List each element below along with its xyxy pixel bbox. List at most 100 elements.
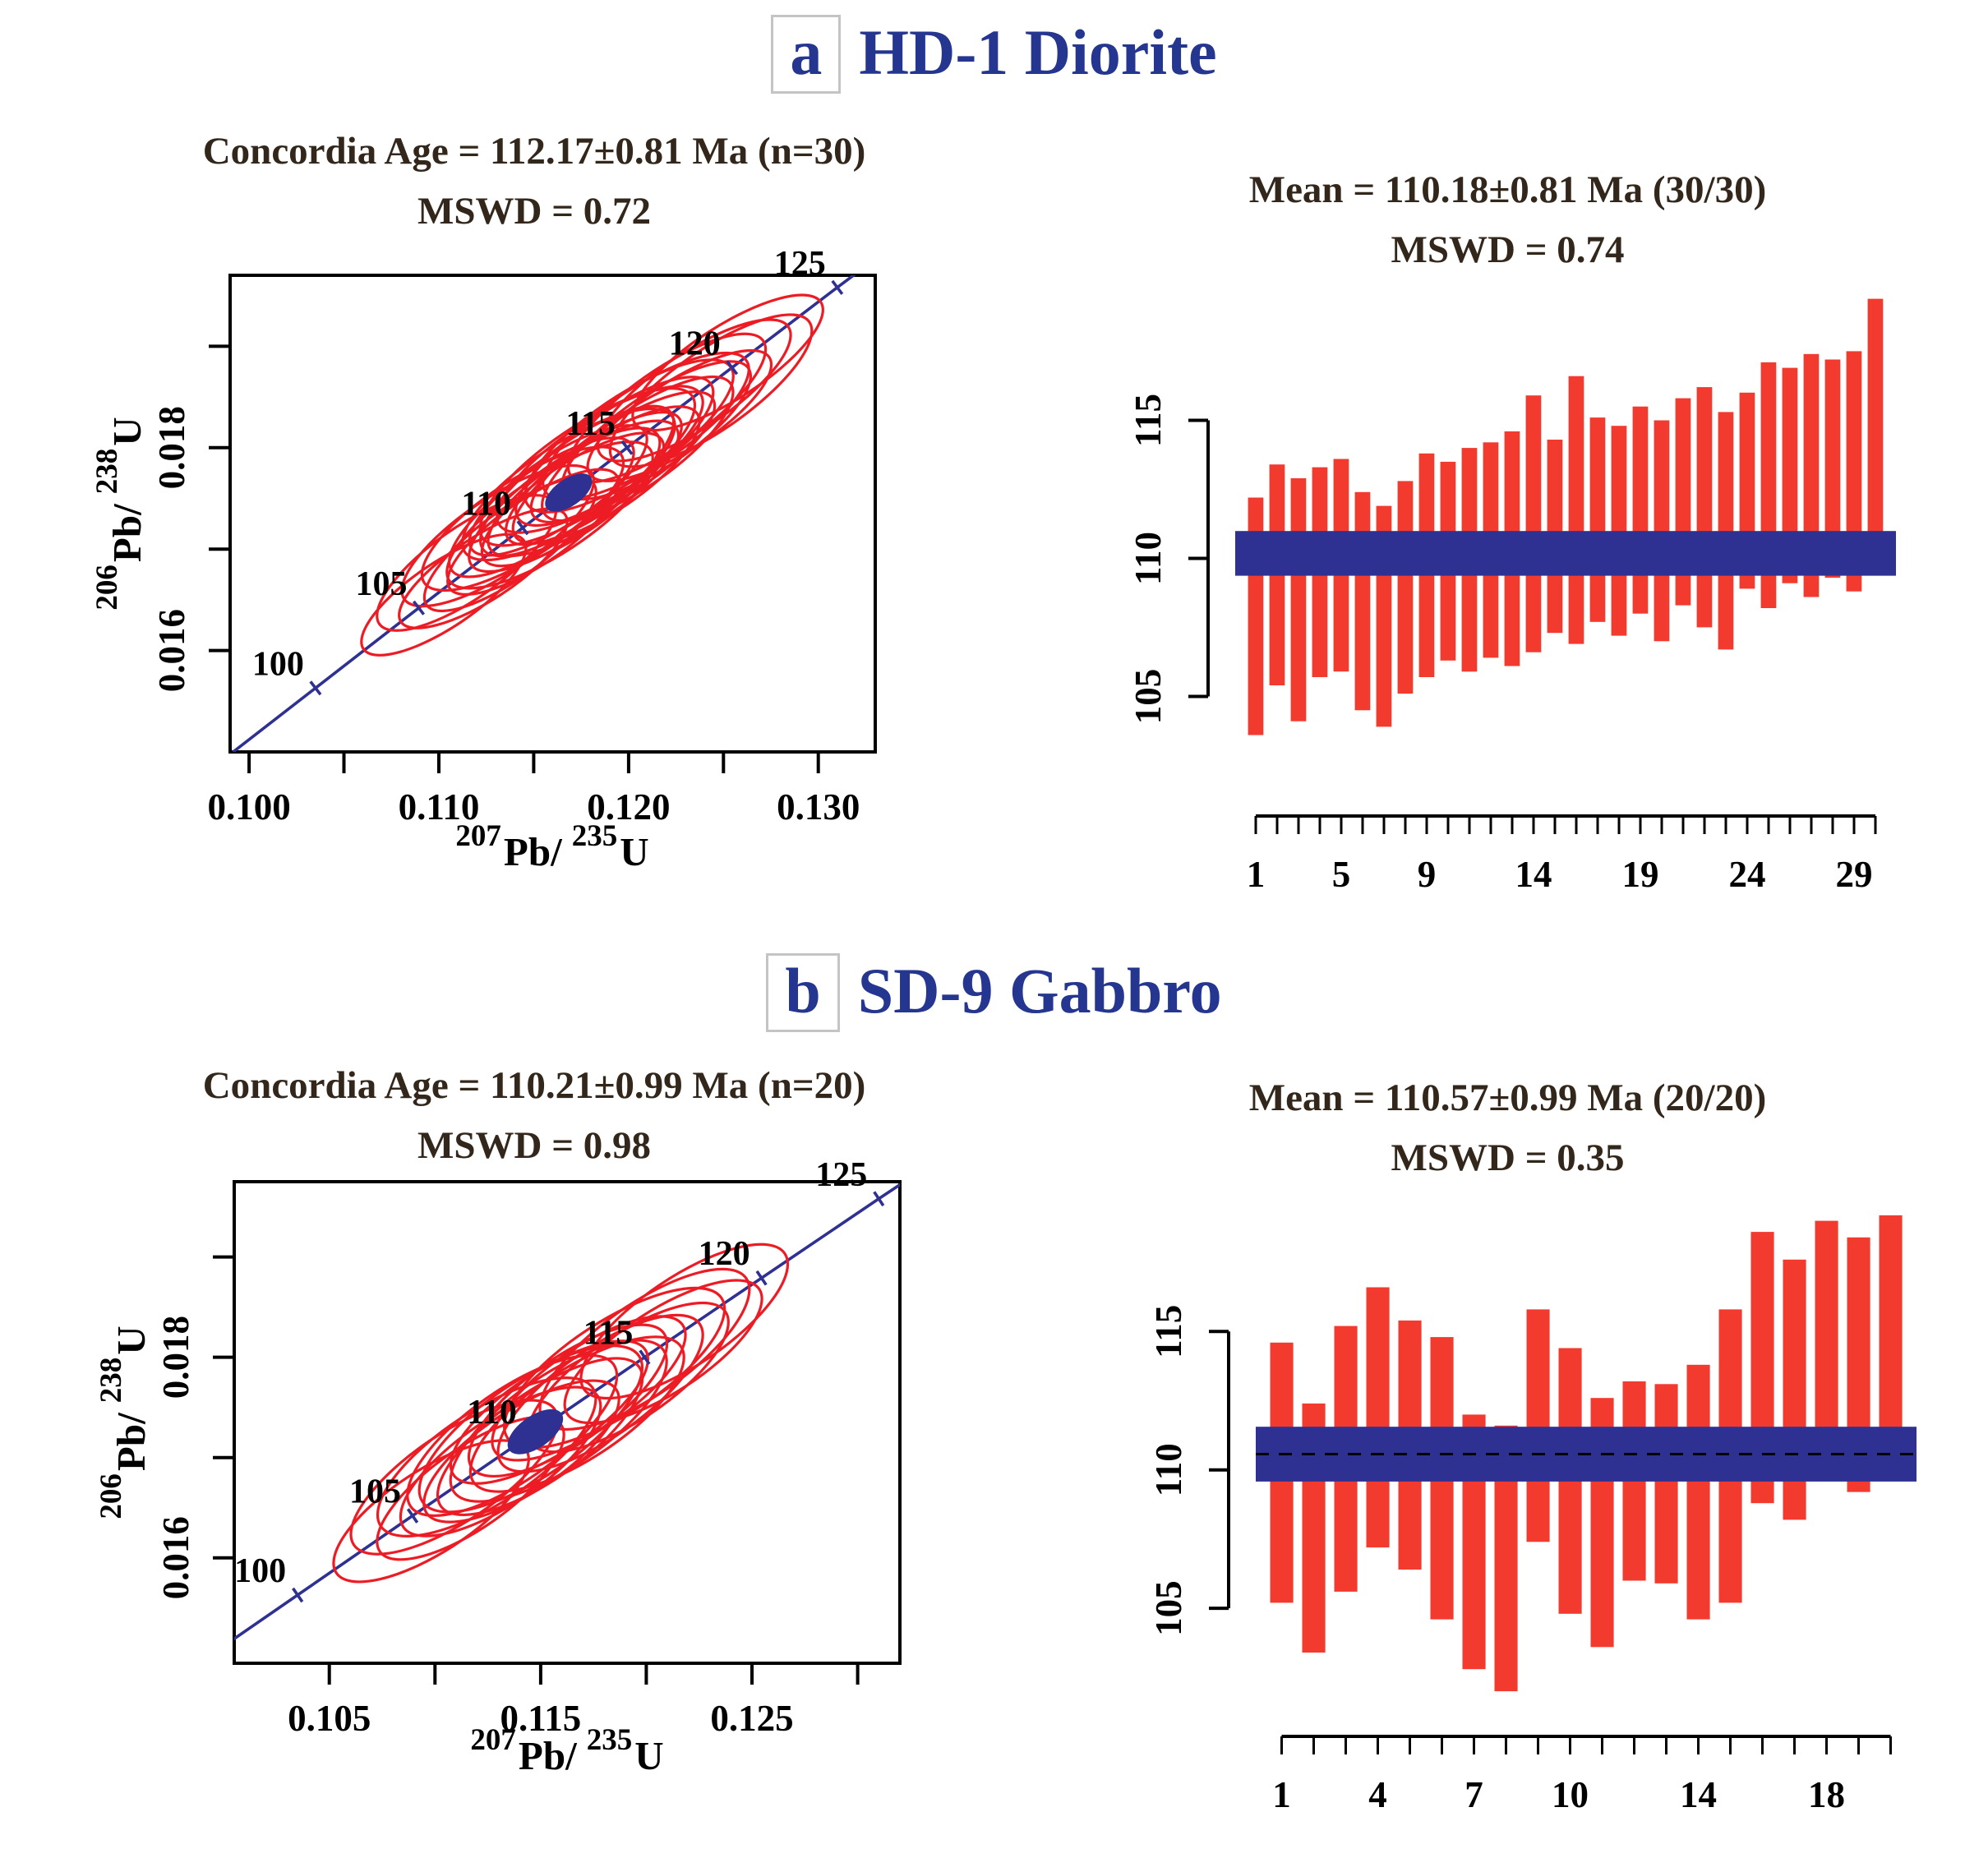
- panel-b-letter: b: [766, 953, 840, 1032]
- plot-content: [232, 275, 856, 752]
- y-axis-label-a: 206 Pb/238 U: [90, 316, 159, 711]
- mean-a-title-line1: Mean = 110.18±0.81 Ma (30/30): [1248, 168, 1767, 211]
- concordia-line: [234, 1183, 900, 1641]
- error-ellipse: [541, 375, 735, 523]
- y-tick-label: 110: [1148, 1443, 1189, 1496]
- concordia-a-title-line2: MSWD = 0.72: [417, 189, 651, 233]
- error-bar: [1632, 406, 1649, 614]
- y-axis-sup-left-a: 206: [90, 565, 124, 611]
- x-axis-base-left-a: Pb/: [503, 829, 562, 874]
- x-tick-label: 4: [1368, 1774, 1387, 1815]
- y-axis-base-right-a: U: [104, 417, 150, 446]
- error-bars: [1248, 298, 1884, 735]
- plot-content: [234, 1183, 900, 1641]
- concordia-b-title-line1: Concordia Age = 110.21±0.99 Ma (n=20): [202, 1064, 866, 1107]
- error-bar: [1611, 426, 1627, 636]
- x-tick-label: 10: [1552, 1774, 1589, 1815]
- y-tick-label: 0.018: [155, 1316, 196, 1399]
- x-tick-label: 14: [1680, 1774, 1717, 1815]
- x-tick-label: 0.130: [777, 786, 860, 828]
- error-bar: [1654, 1384, 1678, 1584]
- plot-frame: [233, 1180, 902, 1665]
- x-axis-base-right-b: U: [634, 1733, 664, 1778]
- concordia-chart-a: 100 105 110 115 120 125 0.100 0.110 0.120 0.130 0.…: [151, 247, 877, 828]
- y-axis-label-b: 206 Pb/238 U: [95, 1225, 164, 1620]
- concordia-age-label: 105: [356, 565, 408, 603]
- error-bar: [1397, 481, 1414, 694]
- concordia-b-title-line2: MSWD = 0.98: [417, 1123, 651, 1167]
- concordia-age-label: 125: [815, 1156, 867, 1194]
- error-ellipse: [566, 332, 768, 484]
- error-ellipse: [579, 1243, 790, 1400]
- x-tick-label: 1: [1247, 854, 1266, 895]
- panel-b-header: b SD-9 Gabbro: [82, 953, 1906, 1032]
- error-ellipse: [360, 533, 528, 657]
- concordia-age-label: 110: [467, 1394, 517, 1432]
- concordia-age-label: 105: [349, 1473, 401, 1511]
- error-ellipse: [631, 293, 824, 432]
- concordia-age-label: 110: [461, 485, 511, 523]
- error-ellipses: [332, 1243, 790, 1584]
- x-tick-label: 14: [1515, 854, 1552, 895]
- mean-a-title-line2: MSWD = 0.74: [1391, 228, 1625, 271]
- error-bar: [1824, 359, 1841, 578]
- concordia-age-label: 115: [565, 405, 616, 443]
- error-ellipse: [398, 507, 569, 629]
- x-tick-label: 0.120: [587, 786, 670, 828]
- error-ellipse: [449, 1339, 668, 1503]
- weighted-mean-chart-a: 105 110 115 1 5 9 14 19 24 29: [1128, 298, 1896, 895]
- y-axis-sup-right-a: 238: [90, 448, 124, 495]
- error-bar: [1526, 1309, 1550, 1542]
- x-tick-label: 1: [1272, 1774, 1291, 1815]
- mean-b-title: Mean = 110.57±0.99 Ma (20/20) MSWD = 0.3…: [1027, 1068, 1988, 1188]
- error-bar: [1654, 420, 1670, 642]
- panel-a-letter: a: [771, 15, 842, 94]
- x-tick-label: 24: [1729, 854, 1766, 895]
- concordia-age-ellipse: [545, 473, 593, 512]
- y-tick-label: 0.018: [151, 406, 192, 489]
- x-axis-label-b: 207Pb/235U: [255, 1723, 879, 1779]
- x-tick-label: 5: [1332, 854, 1351, 895]
- error-bar: [1696, 387, 1713, 628]
- x-axis-label-a: 207Pb/235U: [240, 819, 865, 875]
- error-bar: [1568, 376, 1584, 644]
- concordia-a-title-line1: Concordia Age = 112.17±0.81 Ma (n=30): [202, 130, 866, 173]
- error-ellipse: [563, 1279, 763, 1425]
- error-bar: [1686, 1364, 1710, 1620]
- x-axis-sup-right-b: 235: [586, 1723, 633, 1757]
- error-bar: [1290, 478, 1307, 722]
- panel-b-title: SD-9 Gabbro: [857, 955, 1222, 1026]
- error-ellipses: [360, 293, 824, 657]
- concordia-chart-b: 100 105 110 115 120 125 0.105 0.115 0.125 0.016 0.…: [155, 1156, 902, 1739]
- y-axis-base-left-b: Pb/: [108, 1413, 154, 1472]
- error-ellipse: [417, 1344, 644, 1514]
- error-bar: [1867, 298, 1884, 553]
- x-tick-label: 0.105: [288, 1698, 371, 1739]
- x-tick-label: 18: [1808, 1774, 1845, 1815]
- concordia-age-label: 120: [699, 1235, 750, 1273]
- x-tick-label: 19: [1622, 854, 1659, 895]
- y-axis-base-right-b: U: [108, 1325, 154, 1355]
- y-tick-label: 0.016: [151, 609, 192, 692]
- y-tick-label: 0.016: [155, 1516, 196, 1599]
- concordia-a-title: Concordia Age = 112.17±0.81 Ma (n=30) MS…: [49, 122, 1019, 242]
- y-axis-base-left-a: Pb/: [104, 504, 150, 563]
- y-tick-label: 105: [1148, 1580, 1189, 1636]
- concordia-b-title: Concordia Age = 110.21±0.99 Ma (n=20) MS…: [49, 1056, 1019, 1176]
- concordia-age-label: 125: [774, 247, 826, 283]
- concordia-age-label: 120: [669, 325, 721, 362]
- x-axis-sup-right-a: 235: [571, 819, 618, 853]
- concordia-age-ellipse: [507, 1408, 564, 1455]
- y-tick-label: 115: [1148, 1305, 1189, 1358]
- x-axis-base-right-a: U: [620, 829, 649, 874]
- y-tick-label: 110: [1128, 532, 1169, 585]
- error-bar: [1718, 412, 1734, 650]
- error-bar: [1525, 395, 1542, 652]
- concordia-age-label: 100: [234, 1552, 286, 1590]
- error-bar: [1354, 491, 1371, 711]
- x-tick-label: 0.100: [207, 786, 290, 828]
- mean-a-title: Mean = 110.18±0.81 Ma (30/30) MSWD = 0.7…: [1027, 160, 1988, 280]
- mean-b-title-line2: MSWD = 0.35: [1391, 1136, 1625, 1179]
